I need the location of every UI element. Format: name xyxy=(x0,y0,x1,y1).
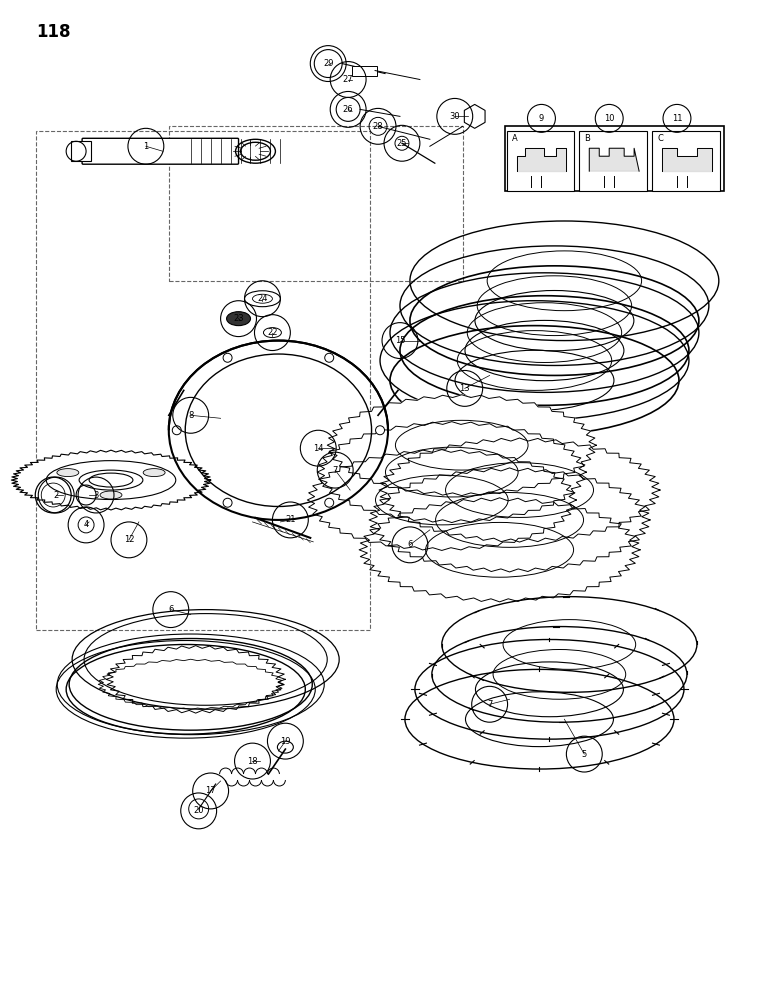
Bar xyxy=(71,141,91,161)
Text: 7: 7 xyxy=(487,700,492,709)
Circle shape xyxy=(375,426,385,435)
Ellipse shape xyxy=(100,491,122,499)
Bar xyxy=(506,131,574,191)
Polygon shape xyxy=(516,148,566,171)
Text: 17: 17 xyxy=(205,786,216,795)
Polygon shape xyxy=(589,148,639,171)
Text: C: C xyxy=(657,134,663,143)
Text: 26: 26 xyxy=(343,105,353,114)
Text: 14: 14 xyxy=(313,444,324,453)
Text: A: A xyxy=(512,134,517,143)
Circle shape xyxy=(172,426,181,435)
Circle shape xyxy=(223,498,232,507)
Text: 3: 3 xyxy=(94,491,99,500)
Text: 5: 5 xyxy=(582,750,587,759)
Text: 12: 12 xyxy=(124,535,134,544)
Circle shape xyxy=(324,498,334,507)
Text: 25: 25 xyxy=(397,139,407,148)
Circle shape xyxy=(223,353,232,362)
Ellipse shape xyxy=(144,469,165,477)
Text: 1: 1 xyxy=(144,142,148,151)
Text: 4: 4 xyxy=(83,520,89,529)
Ellipse shape xyxy=(57,469,79,477)
Text: 15: 15 xyxy=(395,336,406,345)
Bar xyxy=(168,126,463,281)
FancyBboxPatch shape xyxy=(82,138,239,164)
Text: 6: 6 xyxy=(168,605,173,614)
Polygon shape xyxy=(12,450,211,510)
Text: 20: 20 xyxy=(193,806,204,815)
Text: 6: 6 xyxy=(407,540,413,549)
Text: 10: 10 xyxy=(604,114,615,123)
Bar xyxy=(352,66,377,76)
Bar xyxy=(505,126,724,191)
Text: 28: 28 xyxy=(373,122,383,131)
Polygon shape xyxy=(307,450,576,550)
Text: 22: 22 xyxy=(268,328,278,337)
Text: 2: 2 xyxy=(54,491,58,500)
Text: 13: 13 xyxy=(459,384,470,393)
Text: 118: 118 xyxy=(36,23,71,41)
Text: 29: 29 xyxy=(323,59,334,68)
Text: B: B xyxy=(584,134,590,143)
Bar xyxy=(580,131,647,191)
Ellipse shape xyxy=(226,312,250,326)
Polygon shape xyxy=(662,148,712,171)
Text: 27: 27 xyxy=(343,75,353,84)
Circle shape xyxy=(324,353,334,362)
Text: 19: 19 xyxy=(280,737,291,746)
Bar xyxy=(652,131,720,191)
Text: 7: 7 xyxy=(332,466,338,475)
Text: 11: 11 xyxy=(672,114,682,123)
Text: 9: 9 xyxy=(539,114,544,123)
Text: 23: 23 xyxy=(233,314,244,323)
Text: 24: 24 xyxy=(257,294,268,303)
Polygon shape xyxy=(328,395,596,496)
Text: 8: 8 xyxy=(188,411,193,420)
Bar xyxy=(36,131,370,630)
Text: 30: 30 xyxy=(449,112,460,121)
Text: 18: 18 xyxy=(247,757,258,766)
Text: 21: 21 xyxy=(285,515,296,524)
Polygon shape xyxy=(317,422,587,523)
